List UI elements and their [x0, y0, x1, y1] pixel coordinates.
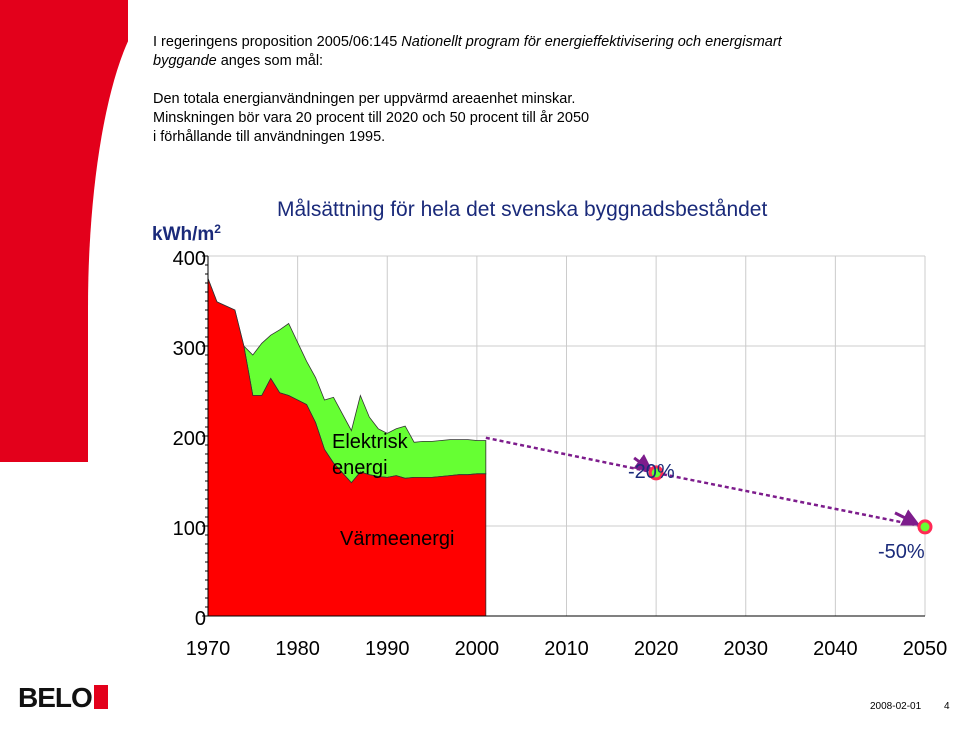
target-line-2050: [655, 471, 926, 529]
x-tick-label-1970: 1970: [186, 638, 231, 660]
goal-line-2: Minskningen bör vara 20 procent till 202…: [153, 110, 590, 126]
decorative-red-band: [0, 0, 168, 462]
x-tick-label-2020: 2020: [634, 638, 679, 660]
footer-date: 2008-02-01: [870, 701, 922, 712]
goal-line-1: Den totala energianvändningen per uppvär…: [153, 91, 576, 107]
intro-line-2: byggande anges som mål:: [153, 53, 324, 69]
y-tick-label-300: 300: [173, 338, 206, 360]
belok-logo: BELO: [18, 683, 118, 713]
y-axis-label: kWh/m2: [152, 222, 221, 245]
x-tick-label-2030: 2030: [724, 638, 769, 660]
x-tick-label-2000: 2000: [455, 638, 500, 660]
target-point-2050: [917, 519, 933, 535]
y-tick-label-200: 200: [173, 428, 206, 450]
y-axis-label-sup: 2: [214, 222, 221, 236]
x-tick-label-1980: 1980: [275, 638, 320, 660]
label-minus-50: -50%: [878, 541, 925, 563]
target-line-2020: [485, 436, 657, 475]
x-tick-label-2040: 2040: [813, 638, 858, 660]
chart-title: Målsättning för hela det svenska byggnad…: [277, 198, 767, 221]
y-tick-label-0: 0: [195, 608, 206, 630]
goal-line-3: i förhållande till användningen 1995.: [153, 129, 386, 145]
label-varmeenergi: Värmeenergi: [340, 528, 455, 550]
label-minus-20: -20%: [628, 461, 675, 483]
arrow-2050: [894, 509, 921, 526]
x-tick-label-2050: 2050: [903, 638, 948, 660]
label-elektrisk-line1: Elektrisk: [332, 431, 409, 453]
y-tick-label-100: 100: [173, 518, 206, 540]
arrow-2020: [633, 454, 654, 473]
intro-text: I regeringens proposition 2005/06:145 Na…: [153, 33, 933, 147]
area-varmeenergi: [207, 278, 487, 617]
x-tick-label-1990: 1990: [365, 638, 410, 660]
y-tick-label-400: 400: [173, 248, 206, 270]
page-number: 4: [944, 701, 950, 712]
intro-line-1: I regeringens proposition 2005/06:145 Na…: [153, 34, 782, 50]
x-tick-label-2010: 2010: [544, 638, 589, 660]
target-point-2020: [648, 465, 664, 481]
label-elektrisk-line2: energi: [332, 457, 388, 479]
